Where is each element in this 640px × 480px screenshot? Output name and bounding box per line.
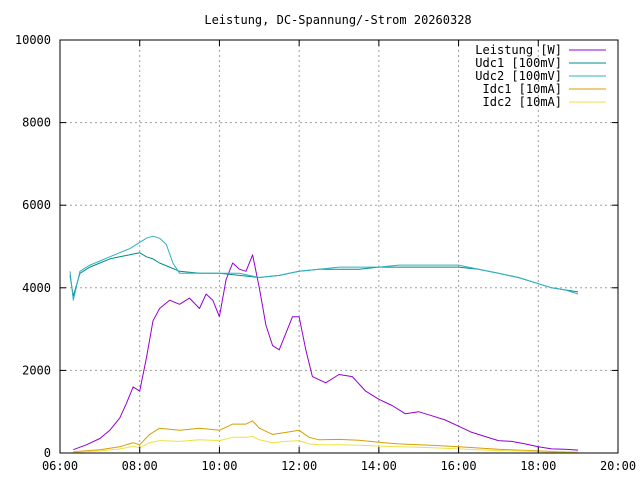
y-tick-label: 0 xyxy=(44,446,51,460)
y-tick-label: 8000 xyxy=(22,116,51,130)
y-tick-label: 10000 xyxy=(15,33,51,47)
legend-label: Udc1 [100mV] xyxy=(475,56,562,70)
x-tick-label: 16:00 xyxy=(441,459,477,473)
legend-label: Udc2 [100mV] xyxy=(475,69,562,83)
y-tick-label: 4000 xyxy=(22,281,51,295)
x-tick-label: 20:00 xyxy=(600,459,636,473)
x-tick-label: 14:00 xyxy=(361,459,397,473)
x-tick-label: 06:00 xyxy=(42,459,78,473)
tick-layer: 06:00 08:00 10:00 12:00 14:00 16:00 18:00 20:00… xyxy=(15,33,636,473)
series-line-4 xyxy=(73,420,579,453)
plot-frame xyxy=(59,39,619,454)
series-line-3 xyxy=(69,235,579,301)
series-line-1 xyxy=(73,254,579,451)
grid-layer xyxy=(60,40,618,453)
y-tick-label: 6000 xyxy=(22,198,51,212)
x-tick-label: 08:00 xyxy=(122,459,158,473)
chart-title: Leistung, DC-Spannung/-Strom 20260328 xyxy=(204,13,471,27)
x-tick-label: 10:00 xyxy=(201,459,237,473)
x-tick-label: 12:00 xyxy=(281,459,317,473)
x-tick-label: 18:00 xyxy=(520,459,556,473)
y-tick-label: 2000 xyxy=(22,363,51,377)
legend: Leistung [W]Udc1 [100mV]Udc2 [100mV]Idc1… xyxy=(475,43,606,109)
legend-label: Idc1 [10mA] xyxy=(483,82,562,96)
series-line-5 xyxy=(73,436,579,453)
legend-label: Idc2 [10mA] xyxy=(483,95,562,109)
series-layer xyxy=(69,235,579,453)
legend-label: Leistung [W] xyxy=(475,43,562,57)
